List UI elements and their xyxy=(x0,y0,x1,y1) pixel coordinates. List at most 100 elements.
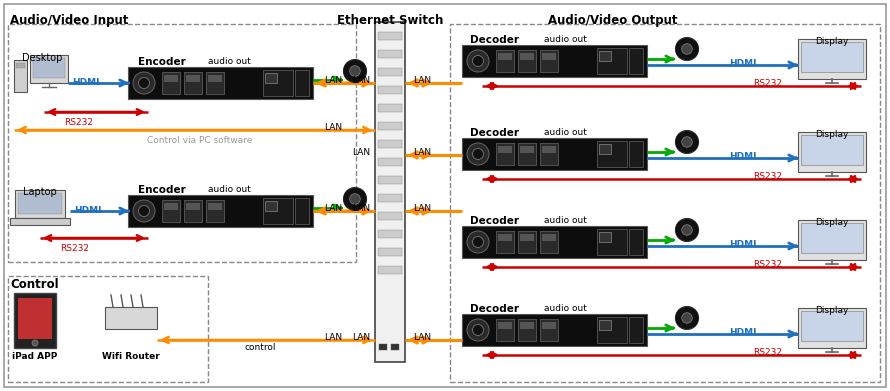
Bar xyxy=(16,63,25,68)
Text: Audio/Video Input: Audio/Video Input xyxy=(10,14,128,27)
Bar xyxy=(798,220,866,260)
Bar xyxy=(542,234,556,241)
Bar xyxy=(378,158,402,166)
Text: RS232: RS232 xyxy=(754,348,782,357)
Bar xyxy=(518,231,536,253)
Bar xyxy=(540,143,558,165)
Bar xyxy=(450,24,880,382)
Bar xyxy=(391,344,399,350)
Bar xyxy=(629,48,643,74)
Bar xyxy=(496,50,514,72)
Text: LAN: LAN xyxy=(324,333,342,342)
Text: Laptop: Laptop xyxy=(23,187,57,197)
Circle shape xyxy=(676,131,699,154)
Bar xyxy=(462,138,647,170)
Bar xyxy=(184,72,202,94)
Bar xyxy=(801,311,863,341)
Bar xyxy=(184,200,202,222)
Bar xyxy=(462,226,647,258)
Text: HDMI: HDMI xyxy=(74,206,101,215)
Circle shape xyxy=(473,56,483,66)
Bar xyxy=(801,223,863,253)
Text: LAN: LAN xyxy=(324,123,342,132)
Bar xyxy=(597,141,627,167)
Text: LAN: LAN xyxy=(352,204,370,213)
Circle shape xyxy=(473,237,483,248)
Bar xyxy=(801,135,863,165)
Text: audio out: audio out xyxy=(208,185,251,194)
Bar xyxy=(378,68,402,76)
Text: LAN: LAN xyxy=(324,76,342,85)
Bar xyxy=(542,53,556,60)
Text: LAN: LAN xyxy=(413,76,431,85)
Bar xyxy=(597,317,627,343)
Bar xyxy=(14,293,56,348)
Text: RS232: RS232 xyxy=(754,172,782,181)
Bar xyxy=(295,70,309,96)
Text: HDMI: HDMI xyxy=(729,152,756,161)
Bar xyxy=(798,39,866,79)
Text: LAN: LAN xyxy=(352,148,370,157)
Bar xyxy=(378,122,402,130)
Bar xyxy=(520,53,534,60)
Bar xyxy=(265,73,277,83)
Circle shape xyxy=(473,325,483,335)
Text: Desktop: Desktop xyxy=(22,53,62,63)
Bar xyxy=(520,234,534,241)
Text: Control via PC software: Control via PC software xyxy=(148,136,253,145)
Bar xyxy=(162,72,180,94)
Bar xyxy=(265,201,277,211)
Bar xyxy=(128,195,313,227)
Text: Encoder: Encoder xyxy=(138,185,186,195)
Bar xyxy=(599,320,611,330)
Bar xyxy=(378,266,402,274)
Text: Display: Display xyxy=(815,130,849,139)
Bar xyxy=(378,104,402,112)
Text: iPad APP: iPad APP xyxy=(12,352,58,361)
Text: HDMI: HDMI xyxy=(72,78,100,87)
Text: audio out: audio out xyxy=(208,57,251,66)
Text: Ethernet Switch: Ethernet Switch xyxy=(336,14,443,27)
Text: Control: Control xyxy=(10,278,59,291)
Bar xyxy=(14,60,27,92)
Text: RS232: RS232 xyxy=(60,244,89,253)
Bar xyxy=(629,229,643,255)
Circle shape xyxy=(682,137,692,147)
Circle shape xyxy=(467,143,489,165)
Circle shape xyxy=(467,319,489,341)
Bar xyxy=(518,50,536,72)
Bar xyxy=(798,132,866,172)
Bar xyxy=(186,75,200,82)
Text: LAN: LAN xyxy=(413,148,431,157)
Bar xyxy=(629,317,643,343)
Circle shape xyxy=(682,225,692,235)
Text: Display: Display xyxy=(815,37,849,46)
Text: Decoder: Decoder xyxy=(470,35,519,45)
Bar xyxy=(798,308,866,348)
Text: RS232: RS232 xyxy=(64,118,93,127)
Circle shape xyxy=(467,50,489,72)
Text: Decoder: Decoder xyxy=(470,128,519,138)
Bar xyxy=(520,146,534,153)
Bar xyxy=(496,231,514,253)
Bar xyxy=(599,144,611,154)
Bar xyxy=(462,45,647,77)
Bar xyxy=(162,200,180,222)
Bar xyxy=(378,50,402,58)
Circle shape xyxy=(676,219,699,242)
Text: audio out: audio out xyxy=(544,35,587,44)
Bar xyxy=(33,58,65,78)
Circle shape xyxy=(32,340,38,346)
Circle shape xyxy=(344,59,367,83)
Text: audio out: audio out xyxy=(544,128,587,137)
Bar xyxy=(540,50,558,72)
Text: LAN: LAN xyxy=(413,204,431,213)
Bar xyxy=(379,344,387,350)
Text: RS232: RS232 xyxy=(754,79,782,88)
Circle shape xyxy=(133,200,155,222)
Circle shape xyxy=(139,77,150,88)
Bar xyxy=(518,319,536,341)
Bar xyxy=(496,319,514,341)
Bar xyxy=(8,276,208,382)
Circle shape xyxy=(350,194,360,204)
